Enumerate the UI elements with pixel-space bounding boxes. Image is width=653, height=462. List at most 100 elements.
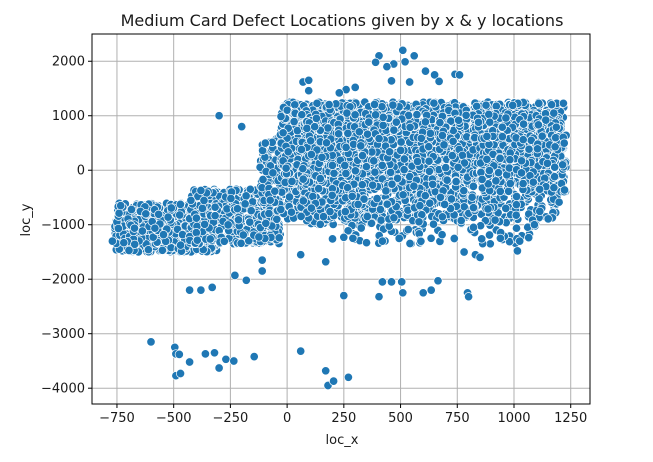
- data-point: [368, 180, 378, 190]
- data-point: [113, 223, 123, 234]
- data-point: [473, 117, 484, 127]
- data-point: [329, 168, 339, 178]
- data-point: [374, 134, 384, 144]
- data-point: [323, 123, 333, 133]
- data-point: [389, 125, 399, 135]
- data-point: [186, 195, 196, 205]
- data-point: [543, 214, 553, 224]
- data-point: [343, 128, 353, 138]
- data-point: [210, 202, 220, 212]
- data-point: [424, 142, 434, 152]
- data-point: [385, 147, 395, 157]
- data-point: [429, 98, 439, 108]
- data-point: [191, 213, 201, 223]
- data-point: [412, 156, 423, 167]
- data-point: [306, 136, 316, 146]
- data-point: [420, 117, 430, 127]
- data-point: [315, 219, 325, 229]
- data-point: [441, 163, 451, 173]
- data-point: [265, 195, 275, 205]
- data-point: [296, 211, 306, 221]
- data-point: [129, 223, 140, 233]
- data-point: [246, 206, 256, 216]
- data-point: [270, 186, 280, 196]
- data-point: [310, 122, 320, 132]
- data-point: [399, 165, 409, 175]
- data-point: [166, 203, 176, 213]
- data-point: [533, 120, 543, 130]
- data-point: [116, 201, 126, 211]
- data-point: [399, 154, 409, 164]
- data-point: [350, 166, 360, 176]
- data-point: [260, 138, 270, 148]
- data-point: [175, 210, 185, 220]
- data-point: [321, 138, 332, 148]
- data-point: [388, 100, 398, 110]
- data-point: [200, 219, 210, 229]
- data-point: [442, 175, 452, 185]
- data-point: [447, 151, 457, 161]
- data-point: [241, 191, 251, 201]
- data-point: [424, 166, 434, 176]
- data-point: [143, 245, 153, 255]
- data-point: [154, 209, 164, 219]
- data-point: [314, 184, 324, 194]
- data-point: [558, 98, 568, 108]
- data-point: [425, 128, 435, 138]
- data-point: [364, 117, 374, 127]
- data-point: [284, 192, 295, 202]
- data-point: [148, 232, 158, 242]
- data-point: [472, 101, 482, 111]
- data-point: [451, 177, 461, 187]
- data-point: [508, 100, 518, 110]
- data-point: [240, 199, 250, 209]
- data-point: [232, 204, 242, 214]
- data-point: [315, 174, 325, 184]
- data-point: [205, 234, 215, 244]
- data-point: [396, 137, 406, 147]
- data-point: [534, 98, 544, 108]
- data-point: [378, 112, 388, 122]
- data-point: [547, 100, 557, 110]
- data-point: [158, 230, 169, 240]
- data-point: [192, 235, 202, 245]
- data-point: [137, 226, 147, 236]
- data-point: [454, 115, 464, 125]
- data-point: [219, 236, 229, 246]
- data-point: [551, 122, 561, 132]
- data-point: [286, 207, 297, 217]
- data-point: [287, 176, 297, 186]
- data-point: [435, 118, 445, 128]
- data-point: [196, 185, 206, 196]
- data-point: [377, 102, 387, 112]
- data-point: [302, 123, 312, 133]
- data-point: [340, 160, 350, 171]
- data-point: [233, 215, 244, 225]
- data-point: [114, 208, 124, 218]
- data-point: [157, 245, 167, 255]
- data-point: [289, 117, 299, 127]
- data-point: [278, 128, 288, 138]
- data-points: [107, 45, 571, 391]
- data-point: [437, 130, 447, 141]
- data-point: [261, 218, 271, 228]
- data-point: [311, 113, 321, 123]
- data-point: [254, 232, 264, 242]
- data-point: [439, 140, 449, 150]
- data-point: [126, 204, 137, 215]
- data-point: [210, 211, 220, 221]
- data-point: [369, 156, 379, 166]
- data-point: [377, 160, 387, 170]
- data-point: [318, 212, 329, 222]
- data-point: [501, 113, 511, 123]
- data-point: [405, 122, 415, 132]
- data-point: [481, 100, 491, 110]
- data-point: [497, 122, 507, 132]
- data-point: [264, 208, 274, 219]
- data-point: [356, 141, 366, 151]
- data-point: [484, 109, 494, 119]
- data-point: [306, 203, 316, 213]
- data-point: [327, 190, 337, 200]
- data-point: [369, 99, 380, 110]
